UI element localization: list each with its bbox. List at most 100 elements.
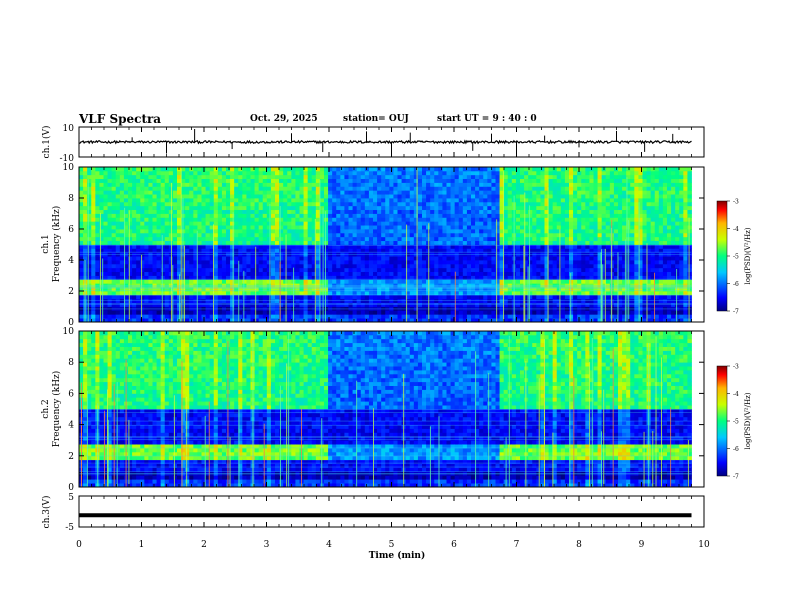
ch1-spec-cell xyxy=(487,170,492,176)
ch1-spec-cell xyxy=(136,182,141,187)
ch1-spec-cell xyxy=(503,232,509,238)
ch1-spec-cell xyxy=(528,198,533,203)
ch1-spec-cell xyxy=(450,201,456,207)
ch1-spec-cell xyxy=(573,318,578,323)
ch1-spec-cell xyxy=(315,167,321,172)
ch1-spec-cell xyxy=(373,256,378,261)
ch1-spec-cell xyxy=(528,271,533,276)
ch1-spec-cell xyxy=(307,186,313,191)
ch1-spec-cell xyxy=(250,205,255,211)
ch1-spec-cell xyxy=(79,221,84,226)
ch1-spec-cell xyxy=(140,275,145,280)
ch1-spec-cell xyxy=(156,248,162,253)
ch1-spec-cell xyxy=(234,263,239,269)
ch1-spec-cell xyxy=(148,170,153,176)
ch1-spec-cell xyxy=(524,217,529,222)
ch1-spec-cell xyxy=(581,190,586,195)
ch1-spec-cell xyxy=(328,256,333,261)
ch1-spec-cell xyxy=(332,275,337,280)
ch1-spec-cell xyxy=(401,170,407,176)
ch1-spec-cell xyxy=(389,294,394,300)
ch1-spec-cell xyxy=(360,174,366,180)
ch1-spec-cell xyxy=(299,232,304,238)
ch1-spec-cell xyxy=(487,174,492,180)
ch1-spec-cell xyxy=(417,198,423,203)
ch1-spec-cell xyxy=(319,182,325,187)
ch1-spec-cell xyxy=(254,217,260,222)
ch1-spec-cell xyxy=(385,263,390,269)
ch1-spec-cell xyxy=(491,256,496,261)
ch1-spec-cell xyxy=(136,267,141,273)
ch1-spec-cell xyxy=(540,170,545,176)
ch1-spec-cell xyxy=(503,287,509,292)
ch1-spec-cell xyxy=(495,287,500,292)
ch1-spec-cell xyxy=(442,306,447,311)
ch1-spec-cell xyxy=(577,256,582,261)
ch1-spec-cell xyxy=(495,201,500,207)
ch1-spec-cell xyxy=(573,170,578,176)
ch1-spec-cell xyxy=(201,170,206,176)
ch1-spec-cell xyxy=(315,263,321,269)
ch1-spec-cell xyxy=(230,294,235,300)
ch1-spec-cell xyxy=(156,186,162,191)
ch1-spec-cell xyxy=(295,310,300,315)
ch1-spec-cell xyxy=(123,205,129,211)
ch1-spec-cell xyxy=(91,217,96,222)
ch1-spec-cell xyxy=(160,229,166,234)
ch1-spec-cell xyxy=(454,209,460,214)
ch1-spec-cell xyxy=(115,205,121,211)
ch1-spec-cell xyxy=(348,198,353,203)
ch1-spec-cell xyxy=(95,267,100,273)
ch1-spec-cell xyxy=(226,240,231,245)
ch1-spec-cell xyxy=(479,229,484,234)
ch1-spec-cell xyxy=(319,167,325,172)
ch1-spec-cell xyxy=(291,260,296,265)
ch1-spec-cell xyxy=(483,201,488,207)
ch1-spec-cell xyxy=(564,190,570,195)
ch1-spec-cell xyxy=(507,182,513,187)
ch1-spec-cell xyxy=(413,198,419,203)
ch1-spec-cell xyxy=(242,248,247,253)
ch1-spec-cell xyxy=(540,194,545,199)
ch1-spec-cell xyxy=(515,213,521,218)
ch1-spec-cell xyxy=(319,314,325,319)
ch1-spec-cell xyxy=(520,298,525,304)
ch1-spec-cell xyxy=(368,236,374,242)
ch1-spec-cell xyxy=(405,240,411,245)
ch1-spec-cell xyxy=(221,310,227,315)
ch1-spec-cell xyxy=(532,294,537,300)
ch1-spec-cell xyxy=(132,217,137,222)
ch1-spec-cell xyxy=(475,217,480,222)
ch1-spec-cell xyxy=(491,267,496,273)
ch1-spec-cell xyxy=(368,186,374,191)
ch1-spec-cell xyxy=(430,263,435,269)
ch1-spec-cell xyxy=(107,167,113,172)
ch1-spec-cell xyxy=(458,217,464,222)
ch1-spec-cell xyxy=(160,287,166,292)
ch1-spec-cell xyxy=(524,260,529,265)
ch1-spec-cell xyxy=(393,232,398,238)
ch1-spec-cell xyxy=(434,306,439,311)
ch1-spec-cell xyxy=(246,198,251,203)
ch1-spec-cell xyxy=(426,201,431,207)
ch1-spec-cell xyxy=(356,229,362,234)
ch1-spec-cell xyxy=(160,310,166,315)
ch1-spec-cell xyxy=(164,198,170,203)
ch1-spec-cell xyxy=(209,279,215,284)
ch1-spec-cell xyxy=(479,178,484,183)
ch1-spec-cell xyxy=(438,244,443,249)
ch1-spec-cell xyxy=(344,275,349,280)
ch1-spec-cell xyxy=(205,225,211,230)
ch1-spec-cell xyxy=(177,229,182,234)
ch1-spec-cell xyxy=(242,306,247,311)
ch1-spec-cell xyxy=(262,170,268,176)
ch1-spec-cell xyxy=(324,174,329,180)
ch1-spec-cell xyxy=(458,232,464,238)
ch1-spec-cell xyxy=(115,221,121,226)
ch1-spec-cell xyxy=(103,217,108,222)
ch1-spec-cell xyxy=(552,229,558,234)
ch1-spec-cell xyxy=(299,190,304,195)
ch1-spec-cell xyxy=(360,298,366,304)
ch1-spec-cell xyxy=(438,213,443,218)
ch1-spec-cell xyxy=(291,213,296,218)
